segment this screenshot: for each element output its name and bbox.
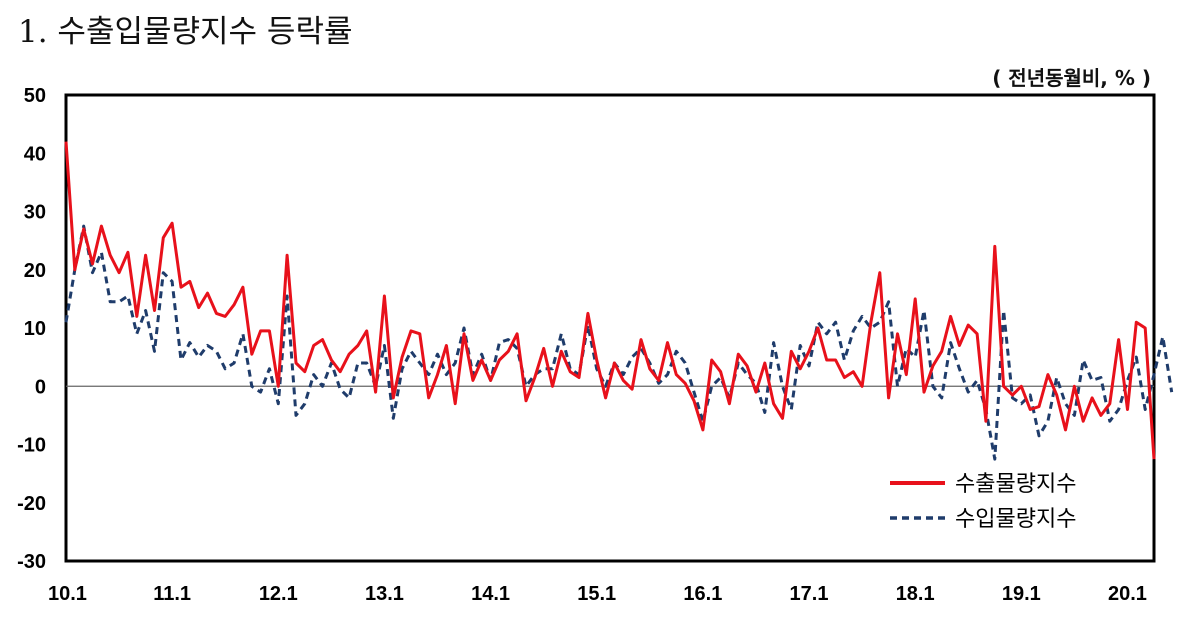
- legend-label-import: 수입물량지수: [955, 507, 1076, 532]
- x-tick-label: 12.1: [259, 583, 298, 605]
- x-tick-label: 10.1: [48, 583, 87, 605]
- y-axis: 50 40 30 20 10 0 -10 -20 -30: [17, 85, 46, 573]
- x-tick-label: 11.1: [153, 583, 191, 605]
- x-axis: 10.1 11.1 12.1 13.1 14.1 15.1 16.1 17.1 18.1 19.1…: [48, 583, 1147, 605]
- x-tick-label: 14.1: [471, 583, 510, 605]
- y-tick-label: 40: [24, 143, 46, 165]
- series-layer: [64, 141, 1174, 461]
- y-tick-label: 30: [24, 202, 46, 224]
- x-tick-label: 15.1: [577, 583, 616, 605]
- x-tick-label: 13.1: [365, 583, 404, 605]
- x-tick-label: 18.1: [896, 583, 935, 605]
- series-line-export: [64, 141, 1156, 460]
- y-tick-label: 20: [24, 260, 46, 282]
- page-title: 1. 수출입물량지수 등락률: [18, 14, 353, 50]
- x-tick-label: 19.1: [1002, 583, 1041, 605]
- y-tick-label: -30: [17, 551, 46, 573]
- legend-label-export: 수출물량지수: [955, 472, 1076, 497]
- y-tick-label: 50: [24, 85, 46, 107]
- unit-label: ( 전년동월비, % ): [992, 66, 1151, 90]
- y-tick-label: 0: [35, 376, 46, 398]
- legend: 수출물량지수 수입물량지수: [890, 472, 1076, 532]
- series-line-import: [64, 224, 1174, 461]
- plot-area: [64, 93, 1156, 563]
- x-tick-label: 17.1: [790, 583, 829, 605]
- y-tick-label: 10: [24, 318, 46, 340]
- x-tick-label: 20.1: [1108, 583, 1147, 605]
- y-tick-label: -10: [17, 435, 46, 457]
- x-tick-label: 16.1: [683, 583, 722, 605]
- y-tick-label: -20: [17, 493, 46, 515]
